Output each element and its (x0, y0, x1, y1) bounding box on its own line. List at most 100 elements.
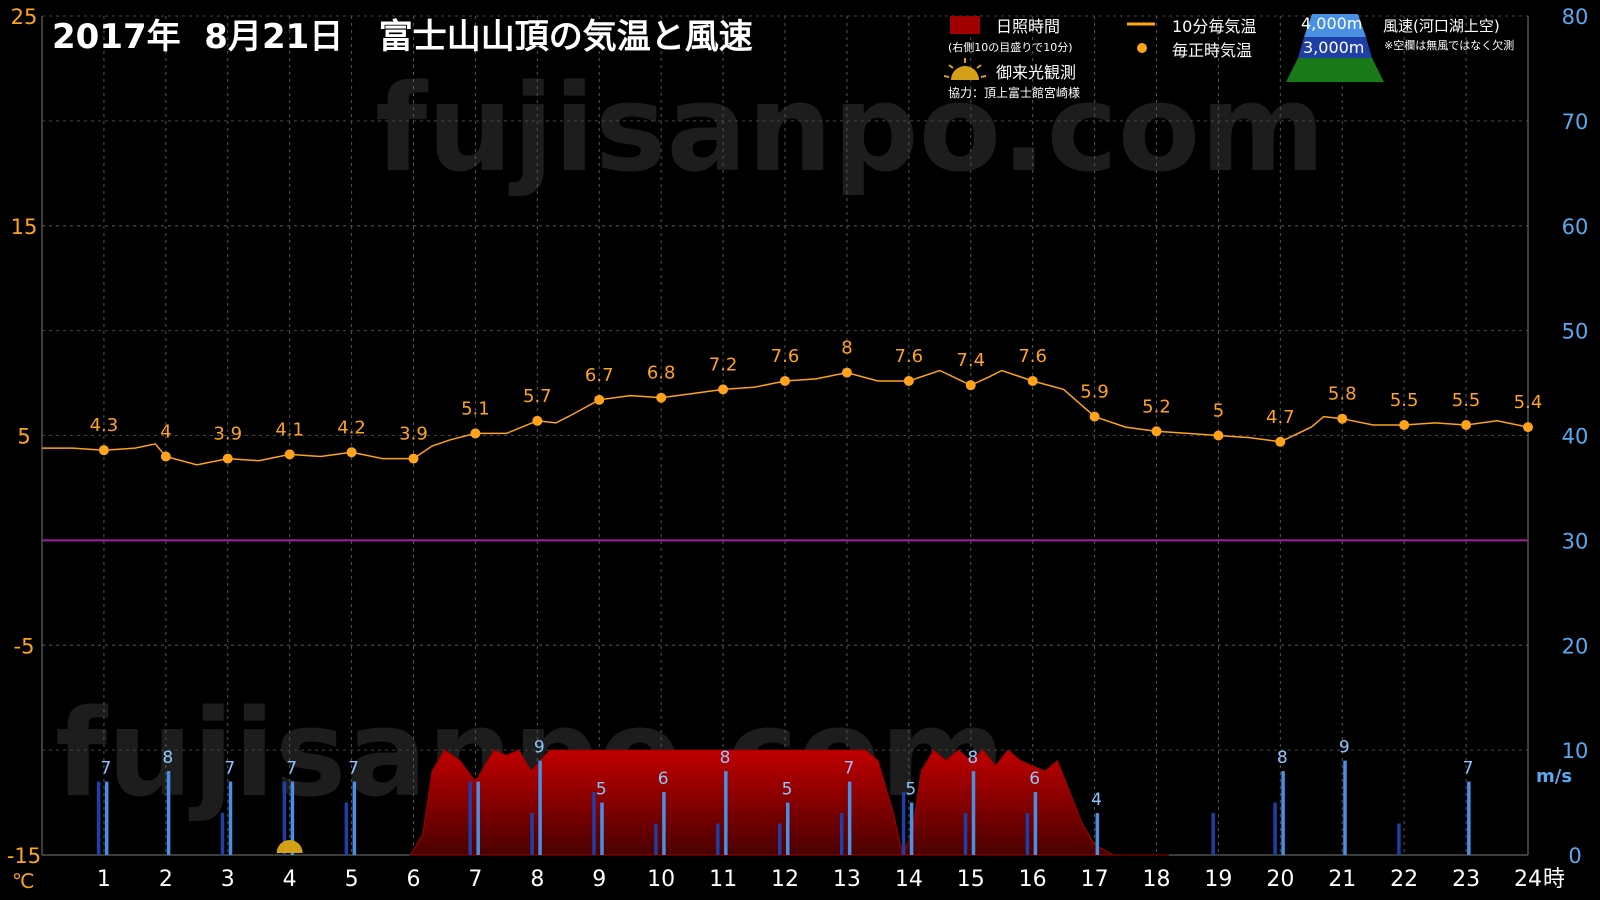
temperature-hourly-point (1151, 426, 1162, 437)
y-right-tick-label: 70 (1562, 110, 1589, 134)
temperature-hourly-point (532, 415, 543, 426)
wind-4000-label: 8 (967, 748, 978, 768)
temperature-hourly-point (594, 394, 605, 405)
temperature-hourly-label: 4.3 (90, 415, 119, 436)
legend-temp-10min-label: 10分毎気温 (1172, 17, 1256, 36)
sunrise-icon-ray (980, 75, 987, 78)
sunshine-layer (409, 749, 1169, 857)
temperature-hourly-label: 5.7 (523, 386, 552, 407)
wind-4000-label: 8 (720, 748, 731, 768)
wind-4000-label: 7 (286, 759, 297, 779)
x-tick-label: 10 (647, 867, 675, 892)
mountain-icon (1286, 14, 1384, 82)
wind-4000-bar (352, 781, 357, 855)
wind-3000-bar (1273, 802, 1277, 855)
wind-4000-bar (724, 771, 728, 855)
temperature-hourly-label: 4.7 (1266, 407, 1295, 428)
x-tick-label: 7 (468, 867, 482, 892)
legend-sunshine-swatch (950, 16, 980, 34)
temperature-hourly-label: 5 (1213, 401, 1224, 422)
y-right-tick-label: 30 (1562, 529, 1589, 553)
wind-3000-bar (963, 813, 968, 855)
temperature-hourly-point (965, 380, 976, 391)
wind-3000-bar (1025, 813, 1030, 855)
wind-4000-label: 9 (1339, 738, 1350, 758)
temperature-hourly-label: 3.9 (213, 424, 242, 445)
wind-3000-bar (468, 781, 472, 855)
wind-4000-label: 7 (101, 759, 112, 779)
sunrise-icon-sun (951, 66, 979, 80)
wind-3000-bar (839, 813, 844, 855)
wind-layer: 7 8 7 7 7 9 5 6 8 5 7 5 8 6 4 8 9 7 (96, 738, 1474, 855)
mountain-icon-4000 (1304, 14, 1366, 37)
temperature-hourly-label: 4.1 (275, 419, 304, 440)
wind-4000-label: 9 (534, 738, 545, 758)
temperature-hourly-point (780, 375, 790, 386)
wind-3000-bar (96, 781, 101, 855)
x-axis-unit: 時 (1543, 867, 1565, 892)
wind-4000-label: 8 (162, 748, 173, 768)
y-left-tick-label: 25 (11, 5, 38, 29)
wind-4000-bar (600, 802, 604, 855)
wind-4000-label: 5 (596, 780, 607, 800)
y-left-tick-label: -15 (7, 844, 41, 868)
wind-4000-bar (971, 771, 976, 855)
legend-credit: 協力：頂上富士館宮崎様 (948, 85, 1080, 100)
wind-3000-bar (778, 823, 782, 855)
x-tick-label: 21 (1328, 867, 1356, 892)
right-axis-unit: m/s (1536, 766, 1572, 787)
y-left-tick-label: 15 (11, 215, 38, 239)
wind-3000-bar (901, 792, 906, 855)
temperature-hourly-label: 6.7 (585, 365, 614, 386)
sunrise-icon-ray (976, 64, 982, 69)
temperature-hourly-point (408, 453, 419, 464)
legend-sunshine-label: 日照時間 (996, 17, 1060, 36)
wind-4000-bar (1281, 771, 1285, 855)
x-tick-label: 3 (221, 867, 235, 892)
temperature-hourly-point (1275, 436, 1286, 447)
wind-3000-bar (220, 813, 225, 855)
wind-4000-label: 4 (1091, 790, 1102, 810)
wind-4000-label: 7 (348, 759, 359, 779)
wind-4000-bar (476, 781, 480, 855)
temperature-hourly-label: 4 (160, 421, 171, 442)
legend-wind-note: ※空欄は無風ではなく欠測 (1384, 38, 1514, 52)
y-right-tick-label: 10 (1562, 739, 1589, 763)
wind-4000-bar (166, 771, 171, 855)
temperature-hourly-point (656, 392, 667, 403)
temperature-hourly-point (1523, 422, 1533, 433)
wind-4000-bar (228, 781, 233, 855)
temperature-hourly-point (841, 367, 852, 378)
temperature-hourly-label: 8 (841, 338, 852, 359)
left-axis-unit: ℃ (12, 869, 34, 893)
wind-3000-bar (716, 823, 720, 855)
chart-title: 2017年 8月21日 富士山山頂の気温と風速 (52, 17, 753, 57)
x-tick-label: 11 (709, 867, 737, 892)
x-tick-label: 24 (1514, 867, 1542, 892)
x-tick-label: 20 (1266, 867, 1294, 892)
temperature-layer: 4.3 4 3.9 4.1 4.2 3.9 5.1 5.7 6.7 6.8 7.2 7.6 8 7.6 7.… (42, 338, 1542, 853)
wind-4000-bar (662, 792, 666, 855)
wind-4000-label: 8 (1277, 748, 1288, 768)
wind-4000-bar (1343, 760, 1347, 855)
x-tick-label: 15 (957, 867, 985, 892)
temperature-hourly-label: 7.6 (895, 346, 924, 367)
wind-4000-bar (909, 802, 914, 855)
sunrise-marker-icon (276, 840, 303, 853)
temperature-hourly-point (1337, 413, 1348, 424)
wind-4000-bar (1033, 792, 1038, 855)
y-right-tick-label: 60 (1562, 215, 1589, 239)
wind-3000-bar (654, 823, 658, 855)
temperature-hourly-label: 5.8 (1328, 384, 1357, 405)
temperature-hourly-label: 3.9 (399, 424, 428, 445)
x-tick-label: 13 (833, 867, 861, 892)
temperature-hourly-label: 5.4 (1514, 392, 1543, 413)
watermark-top: fujisanpo.com (375, 60, 1325, 199)
x-tick-label: 14 (895, 867, 923, 892)
wind-4000-label: 7 (224, 759, 235, 779)
mountain-icon-3000 (1298, 37, 1372, 58)
y-right-tick-label: 40 (1562, 425, 1589, 449)
wind-4000-label: 7 (1463, 759, 1474, 779)
x-tick-label: 5 (345, 867, 359, 892)
